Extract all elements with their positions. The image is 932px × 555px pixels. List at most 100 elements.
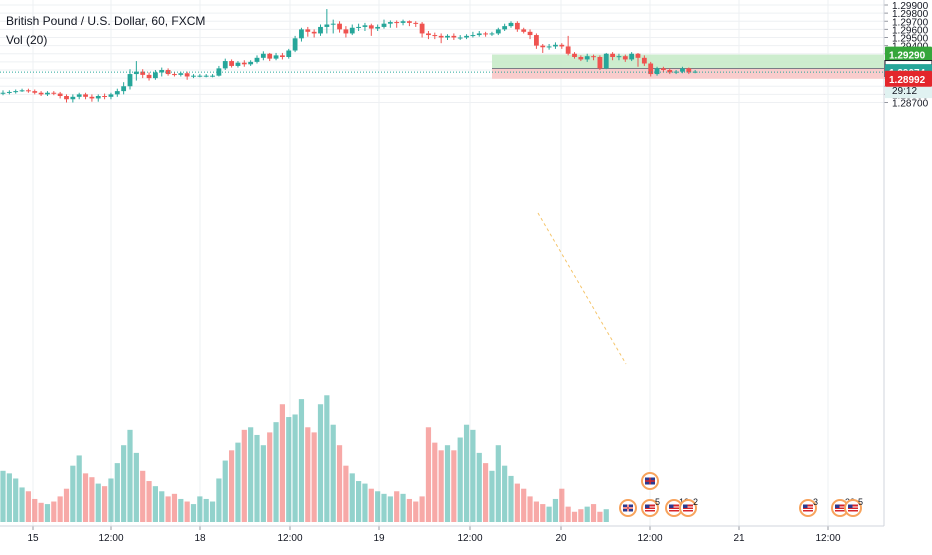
candle-body[interactable]	[686, 68, 692, 73]
candle-body[interactable]	[534, 35, 539, 46]
candle-body[interactable]	[26, 90, 31, 92]
candle-body[interactable]	[641, 57, 647, 64]
candle-body[interactable]	[362, 25, 368, 27]
candle-body[interactable]	[578, 57, 584, 60]
candle-body[interactable]	[451, 35, 457, 38]
candle-body[interactable]	[426, 33, 431, 36]
candle-body[interactable]	[184, 73, 190, 77]
candle-body[interactable]	[330, 23, 336, 25]
volume-indicator-label[interactable]: Vol (20)	[6, 33, 48, 47]
candle-body[interactable]	[622, 56, 628, 60]
candle-body[interactable]	[502, 26, 508, 30]
candle-body[interactable]	[692, 71, 698, 73]
candle-body[interactable]	[305, 29, 311, 32]
candle-body[interactable]	[470, 35, 476, 37]
candle-body[interactable]	[311, 31, 317, 34]
profit-zone[interactable]	[492, 54, 884, 69]
candle-body[interactable]	[108, 94, 114, 97]
candle-body[interactable]	[572, 53, 577, 57]
candle-body[interactable]	[337, 23, 342, 30]
us-flag-icon[interactable]: 5	[844, 497, 863, 517]
candle-body[interactable]	[565, 46, 571, 54]
candle-body[interactable]	[241, 62, 247, 65]
candle-body[interactable]	[419, 23, 425, 34]
candle-body[interactable]	[648, 63, 654, 75]
forecast-arrow[interactable]	[537, 212, 627, 365]
candle-body[interactable]	[57, 93, 63, 96]
candle-body[interactable]	[178, 73, 184, 75]
candle-body[interactable]	[381, 23, 387, 27]
candle-body[interactable]	[280, 55, 285, 57]
candle-body[interactable]	[495, 29, 501, 34]
candle-body[interactable]	[591, 56, 596, 58]
candle-body[interactable]	[457, 37, 463, 39]
candle-body[interactable]	[273, 55, 279, 59]
candle-body[interactable]	[432, 35, 438, 37]
candle-body[interactable]	[514, 22, 520, 30]
candle-body[interactable]	[146, 74, 152, 79]
candle-body[interactable]	[603, 53, 609, 69]
candle-body[interactable]	[667, 70, 673, 73]
candle-body[interactable]	[292, 38, 298, 51]
candle-body[interactable]	[159, 70, 165, 73]
us-flag-icon[interactable]: 5	[641, 497, 660, 517]
candle-body[interactable]	[413, 22, 419, 24]
candle-body[interactable]	[19, 90, 25, 92]
candle-body[interactable]	[584, 56, 590, 60]
candle-body[interactable]	[559, 44, 565, 47]
candle-body[interactable]	[400, 21, 406, 23]
candle-body[interactable]	[133, 71, 139, 75]
candle-body[interactable]	[172, 74, 177, 76]
candle-body[interactable]	[286, 50, 292, 58]
candle-body[interactable]	[527, 31, 533, 36]
uk-flag-icon[interactable]	[619, 499, 637, 517]
candle-body[interactable]	[153, 72, 158, 79]
candle-body[interactable]	[356, 26, 361, 28]
candle-body[interactable]	[216, 68, 222, 76]
time-axis[interactable]	[0, 526, 884, 550]
candle-body[interactable]	[635, 53, 641, 58]
candle-body[interactable]	[464, 35, 469, 38]
candle-body[interactable]	[438, 35, 444, 38]
candle-body[interactable]	[267, 53, 273, 59]
candle-body[interactable]	[629, 53, 635, 60]
candle-body[interactable]	[445, 35, 450, 38]
candle-body[interactable]	[6, 91, 12, 93]
candle-body[interactable]	[610, 53, 615, 57]
candle-body[interactable]	[254, 57, 260, 62]
candle-body[interactable]	[540, 45, 546, 48]
candle-body[interactable]	[95, 96, 101, 99]
candle-body[interactable]	[597, 57, 603, 69]
candle-body[interactable]	[616, 56, 622, 58]
candle-body[interactable]	[394, 22, 400, 24]
candle-body[interactable]	[546, 46, 552, 48]
candle-body[interactable]	[197, 75, 203, 77]
candle-body[interactable]	[661, 68, 666, 70]
candle-body[interactable]	[521, 29, 527, 32]
candle-body[interactable]	[121, 86, 127, 92]
symbol-title[interactable]: British Pound / U.S. Dollar, 60, FXCM	[6, 14, 206, 28]
candle-body[interactable]	[387, 22, 393, 24]
candle-body[interactable]	[140, 71, 146, 75]
candle-body[interactable]	[349, 27, 355, 34]
candle-body[interactable]	[508, 22, 514, 27]
candle-body[interactable]	[45, 92, 50, 95]
candle-body[interactable]	[248, 61, 254, 65]
candle-body[interactable]	[229, 61, 234, 66]
candle-body[interactable]	[343, 29, 349, 34]
candle-body[interactable]	[483, 33, 488, 35]
candle-body[interactable]	[654, 68, 660, 75]
candle-body[interactable]	[102, 96, 107, 97]
candle-body[interactable]	[210, 75, 215, 77]
candle-body[interactable]	[318, 26, 323, 34]
candle-body[interactable]	[476, 33, 482, 36]
candle-body[interactable]	[64, 96, 69, 100]
candle-body[interactable]	[127, 74, 133, 87]
candle-body[interactable]	[70, 96, 76, 100]
candle-body[interactable]	[680, 68, 685, 72]
candle-body[interactable]	[89, 96, 95, 99]
candle-body[interactable]	[76, 94, 82, 97]
candle-body[interactable]	[299, 29, 304, 39]
candle-body[interactable]	[83, 94, 88, 97]
candle-body[interactable]	[324, 24, 330, 27]
